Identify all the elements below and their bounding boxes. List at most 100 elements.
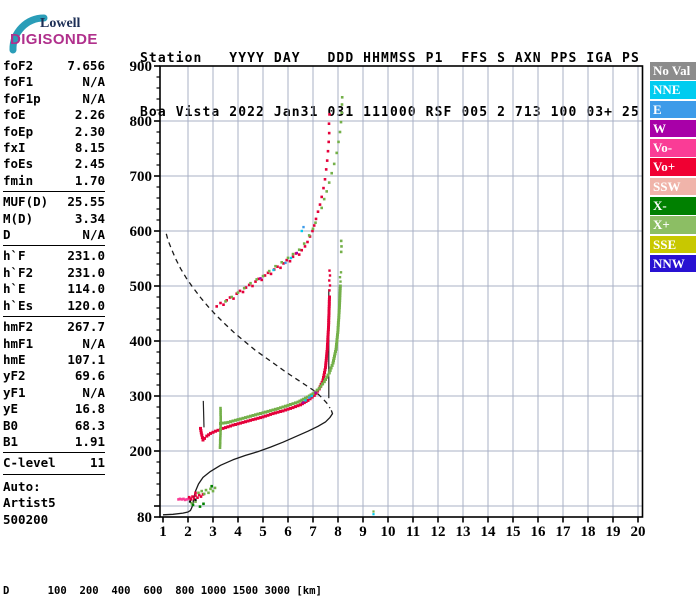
x-tick-label-17: 17	[556, 524, 572, 540]
panel-group-4: C-level 11	[3, 455, 105, 475]
x-tick-label-13: 13	[456, 524, 471, 540]
legend-item-vo+: Vo+	[650, 158, 696, 176]
series-second-hop-x	[224, 221, 317, 303]
param-row-foe: foE 2.26	[3, 107, 105, 123]
x-tick-label-20: 20	[631, 524, 646, 540]
param-row-fxi: fxI 8.15	[3, 140, 105, 156]
panel-group-1: MUF(D) 25.55 M(D) 3.34 D N/A	[3, 194, 105, 247]
panel-footer-row: 500200	[3, 511, 49, 527]
legend-item-ssw: SSW	[650, 177, 696, 196]
param-row-he: h`E 114.0	[3, 281, 105, 297]
legend-item-x+: X+	[650, 216, 696, 234]
legend-item-vo-: Vo-	[650, 139, 696, 157]
param-value: N/A	[82, 227, 105, 243]
series-knee-misc-cyan	[304, 394, 313, 402]
param-label: C-level	[3, 455, 56, 471]
param-value: 2.26	[74, 107, 105, 123]
param-row-yf1: yF1 N/A	[3, 385, 105, 401]
param-row-fmin: fmin 1.70	[3, 173, 105, 189]
legend-item-noval: No Val	[650, 62, 696, 80]
x-tick-label-6: 6	[284, 524, 292, 540]
param-value: 11	[89, 455, 105, 471]
series-es-cluster-black	[188, 498, 197, 503]
param-label: foEp	[3, 123, 34, 139]
x-tick-label-14: 14	[481, 524, 497, 540]
legend-item-nne: NNE	[650, 81, 696, 99]
series-second-hop-x-asymptote	[320, 96, 344, 254]
param-value: 3.34	[74, 210, 105, 226]
param-label: yE	[3, 401, 19, 417]
x-tick-label-3: 3	[209, 524, 217, 540]
legend-item-e: E	[650, 100, 696, 119]
plot-frame	[154, 65, 644, 523]
footer-distance-row: D 100 200 400 600 800 1000 1500 3000 [km…	[3, 585, 322, 598]
param-row-b0: B0 68.3	[3, 418, 105, 434]
y-tick-label-200: 200	[130, 444, 153, 460]
param-label: D	[3, 227, 11, 243]
panel-group-3: hmF2 267.7 hmF1 N/A hmE 107.1 yF2 69.6 yF1 N/A yE 1…	[3, 319, 105, 454]
param-row-hf2: h`F2 231.0	[3, 265, 105, 281]
y-tick-label-400: 400	[130, 334, 153, 350]
param-value: 107.1	[67, 351, 105, 367]
x-tick-label-12: 12	[431, 524, 446, 540]
param-label: h`E	[3, 281, 26, 297]
param-label: M(D)	[3, 210, 34, 226]
param-value: 114.0	[67, 281, 105, 297]
y-tick-label-800: 800	[130, 114, 153, 130]
param-label: hmF2	[3, 319, 34, 335]
header-columns-row: Station YYYY DAY DDD HHMMSS P1 FFS S AXN…	[140, 51, 640, 66]
param-row-clevel: C-level 11	[3, 455, 105, 471]
y-tick-label-700: 700	[130, 169, 153, 185]
param-label: yF2	[3, 368, 26, 384]
series-sporadic-point-green	[372, 510, 375, 513]
legend-item-w: W	[650, 119, 696, 138]
param-value: 1.70	[74, 172, 105, 188]
param-value: N/A	[82, 74, 105, 90]
scaled-parameters-panel: foF2 7.656 foF1 N/A foF1p N/A foE 2.26 foEp 2.30 f…	[3, 58, 105, 528]
param-row-hme: hmE 107.1	[3, 352, 105, 368]
param-value: 231.0	[67, 248, 105, 264]
param-row-foep: foEp 2.30	[3, 124, 105, 140]
param-label: foEs	[3, 156, 34, 172]
series-transmission-curve-dashed	[165, 233, 331, 409]
series-es-cluster-red	[187, 491, 205, 501]
x-tick-label-19: 19	[606, 524, 621, 540]
param-label: foE	[3, 107, 26, 123]
param-label: foF2	[3, 58, 34, 73]
x-tick-label-7: 7	[309, 524, 317, 540]
logo-lowell-text: Lowell	[40, 16, 81, 31]
series-x-trace-spike	[218, 406, 222, 449]
param-value: 2.30	[74, 123, 105, 139]
x-tick-label-5: 5	[259, 524, 267, 540]
param-row-md: M(D) 3.34	[3, 211, 105, 227]
series-sporadic-point-cyan	[372, 513, 375, 516]
x-tick-label-2: 2	[184, 524, 192, 540]
series-second-hop-misc-blue	[284, 225, 305, 265]
series-es-cluster-darkgreen	[191, 484, 213, 508]
y-tick-label-900: 900	[130, 59, 153, 75]
x-tick-label-8: 8	[334, 524, 342, 540]
param-value: 68.3	[74, 417, 105, 433]
param-value: 69.6	[74, 368, 105, 384]
x-tick-label-18: 18	[581, 524, 596, 540]
param-row-ye: yE 16.8	[3, 401, 105, 417]
param-value: 8.15	[74, 140, 105, 156]
logo-digisonde-text: DIGISONDE	[10, 31, 98, 48]
lowell-digisonde-logo: Lowell DIGISONDE	[4, 6, 134, 54]
param-label: foF1	[3, 74, 34, 90]
legend-item-x-: X-	[650, 196, 696, 215]
param-label: MUF(D)	[3, 194, 49, 210]
param-label: B0	[3, 417, 19, 433]
param-label: yF1	[3, 384, 26, 400]
x-tick-label-4: 4	[234, 524, 242, 540]
param-row-foes: foEs 2.45	[3, 156, 105, 172]
x-tick-label-1: 1	[159, 524, 167, 540]
legend-item-nnw: NNW	[650, 254, 696, 273]
param-row-fof1: foF1 N/A	[3, 74, 105, 90]
param-value: 231.0	[67, 264, 105, 280]
param-value: N/A	[82, 384, 105, 400]
y-tick-label-80: 80	[137, 510, 152, 526]
direction-color-legend: No Val NNE E W Vo- Vo+ SSW X- X+ SSE NNW	[650, 62, 696, 274]
